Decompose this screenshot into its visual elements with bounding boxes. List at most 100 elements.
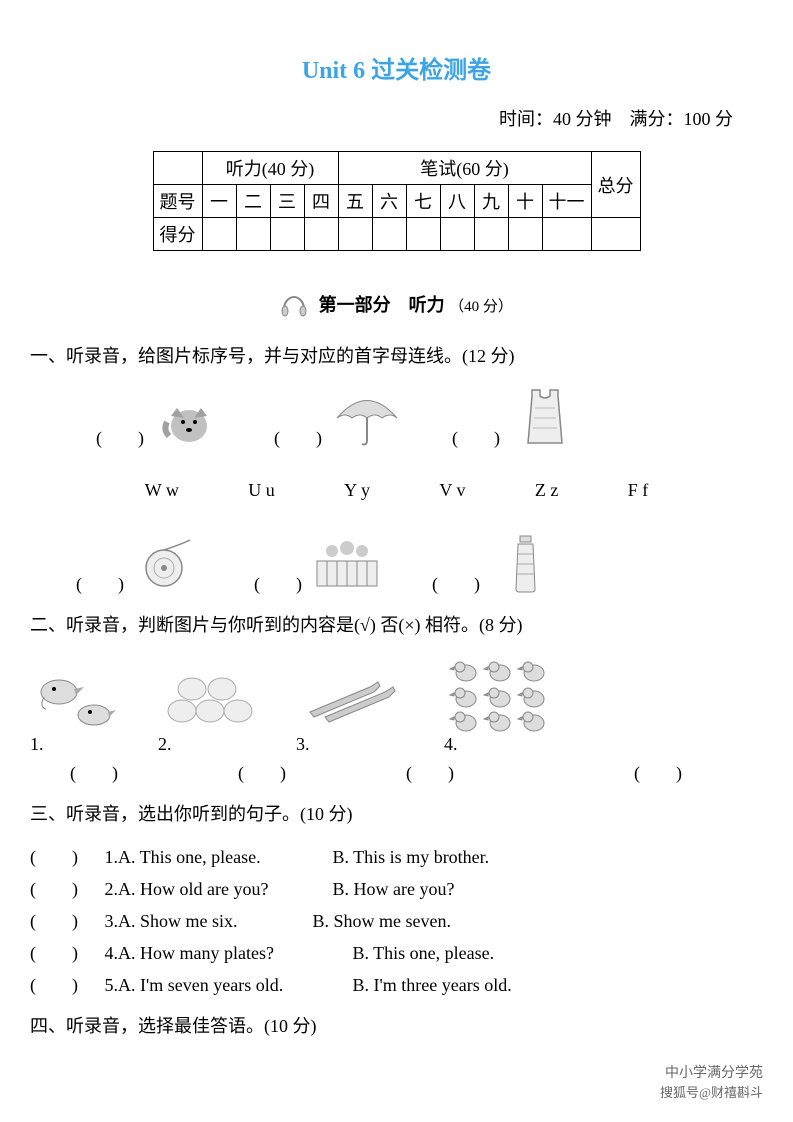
q3-item: ( ) 1.A. This one, please. B. This is my… — [30, 843, 763, 869]
q3-a: A. This one, please. — [118, 847, 328, 868]
letter: Z z — [535, 480, 558, 501]
q1-text: 一、听录音，给图片标序号，并与对应的首字母连线。(12 分) — [30, 339, 763, 373]
paren: ( ) — [30, 843, 100, 869]
q3-item: ( ) 5.A. I'm seven years old. B. I'm thr… — [30, 971, 763, 997]
score-cell — [474, 218, 508, 251]
q3-b: B. I'm three years old. — [353, 975, 512, 995]
col-2: 二 — [236, 185, 270, 218]
letter: Y y — [344, 480, 370, 501]
pens-icon — [300, 664, 410, 734]
col-4: 四 — [304, 185, 338, 218]
q3-n: 5 — [105, 975, 114, 995]
page-title: Unit 6 过关检测卷 — [30, 50, 763, 85]
q3-item: ( ) 3.A. Show me six. B. Show me seven. — [30, 907, 763, 933]
paren: ( ) — [70, 759, 118, 785]
score-cell — [406, 218, 440, 251]
score-cell — [202, 218, 236, 251]
letter: W w — [145, 480, 179, 501]
q3-items: ( ) 1.A. This one, please. B. This is my… — [30, 843, 763, 997]
watermark-line1: 中小学满分学苑 — [660, 1064, 763, 1084]
timing-info: 时间：40 分钟 满分：100 分 — [30, 105, 763, 131]
water-bottle-icon — [490, 531, 560, 596]
headphones-icon — [280, 295, 308, 319]
birds-icon — [34, 664, 124, 734]
q4-text: 四、听录音，选择最佳答语。(10 分) — [30, 1009, 763, 1043]
yoyo-icon — [134, 531, 204, 596]
paren: ( ) — [30, 971, 100, 997]
paren: ( ) — [30, 907, 100, 933]
ducks-icon — [448, 654, 558, 734]
q1-letters: W w U u Y y V v Z z F f — [50, 480, 743, 501]
q3-b: B. This is my brother. — [333, 847, 490, 867]
q2-images: 1. 2. 3. — [30, 654, 763, 755]
q3-a: A. I'm seven years old. — [118, 975, 348, 996]
paren: ( ) — [406, 759, 454, 785]
paren: ( ) — [432, 570, 480, 596]
paren: ( ) — [76, 570, 124, 596]
q3-b: B. How are you? — [333, 879, 455, 899]
vest-icon — [510, 385, 580, 450]
q2-text: 二、听录音，判断图片与你听到的内容是(√) 否(×) 相符。(8 分) — [30, 608, 763, 642]
q2-num: 2. — [158, 734, 172, 755]
q3-n: 3 — [105, 911, 114, 931]
col-9: 九 — [474, 185, 508, 218]
watermark-line2: 搜狐号@财禧斟斗 — [660, 1084, 763, 1102]
score-cell — [338, 218, 372, 251]
part1-score: （40 分） — [449, 299, 513, 315]
paren: ( ) — [96, 424, 144, 450]
score-cell — [270, 218, 304, 251]
q3-item: ( ) 2.A. How old are you? B. How are you… — [30, 875, 763, 901]
part1-header: 第一部分 听力 （40 分） — [30, 291, 763, 319]
letter: V v — [439, 480, 465, 501]
q3-a: A. Show me six. — [118, 911, 308, 932]
row-label-q: 题号 — [153, 185, 202, 218]
q2-num: 1. — [30, 734, 44, 755]
score-cell — [236, 218, 270, 251]
score-cell — [440, 218, 474, 251]
col-11: 十一 — [542, 185, 591, 218]
eggs-icon — [162, 664, 262, 734]
letter: F f — [628, 480, 649, 501]
table-written: 笔试(60 分) — [338, 152, 591, 185]
q3-n: 1 — [105, 847, 114, 867]
q3-a: A. How old are you? — [118, 879, 328, 900]
paren: ( ) — [30, 939, 100, 965]
q2-num: 4. — [444, 734, 458, 755]
col-5: 五 — [338, 185, 372, 218]
table-blank — [153, 152, 202, 185]
col-6: 六 — [372, 185, 406, 218]
q3-a: A. How many plates? — [118, 943, 348, 964]
q3-item: ( ) 4.A. How many plates? B. This one, p… — [30, 939, 763, 965]
col-1: 一 — [202, 185, 236, 218]
part1-title: 第一部分 听力 — [319, 295, 445, 315]
q3-n: 4 — [105, 943, 114, 963]
zoo-icon — [312, 531, 382, 596]
q2-num: 3. — [296, 734, 310, 755]
q3-text: 三、听录音，选出你听到的句子。(10 分) — [30, 797, 763, 831]
col-3: 三 — [270, 185, 304, 218]
q2-parens: ( ) ( ) ( ) ( ) — [30, 759, 763, 785]
score-cell — [542, 218, 591, 251]
row-label-s: 得分 — [153, 218, 202, 251]
watermark: 中小学满分学苑 搜狐号@财禧斟斗 — [660, 1064, 763, 1102]
score-cell — [304, 218, 338, 251]
col-8: 八 — [440, 185, 474, 218]
paren: ( ) — [238, 759, 286, 785]
score-table: 听力(40 分) 笔试(60 分) 总分 题号 一 二 三 四 五 六 七 八 … — [153, 151, 641, 251]
table-listening: 听力(40 分) — [202, 152, 338, 185]
q1-row2: ( ) ( ) ( ) — [30, 531, 763, 596]
paren: ( ) — [452, 424, 500, 450]
letter: U u — [248, 480, 275, 501]
q3-n: 2 — [105, 879, 114, 899]
col-10: 十 — [508, 185, 542, 218]
score-cell — [508, 218, 542, 251]
paren: ( ) — [30, 875, 100, 901]
fox-icon — [154, 385, 224, 450]
score-cell — [591, 218, 640, 251]
score-cell — [372, 218, 406, 251]
table-total: 总分 — [591, 152, 640, 218]
col-7: 七 — [406, 185, 440, 218]
paren: ( ) — [634, 759, 682, 785]
q1-row1: ( ) ( ) ( ) — [30, 385, 763, 450]
q3-b: B. Show me seven. — [313, 911, 452, 931]
